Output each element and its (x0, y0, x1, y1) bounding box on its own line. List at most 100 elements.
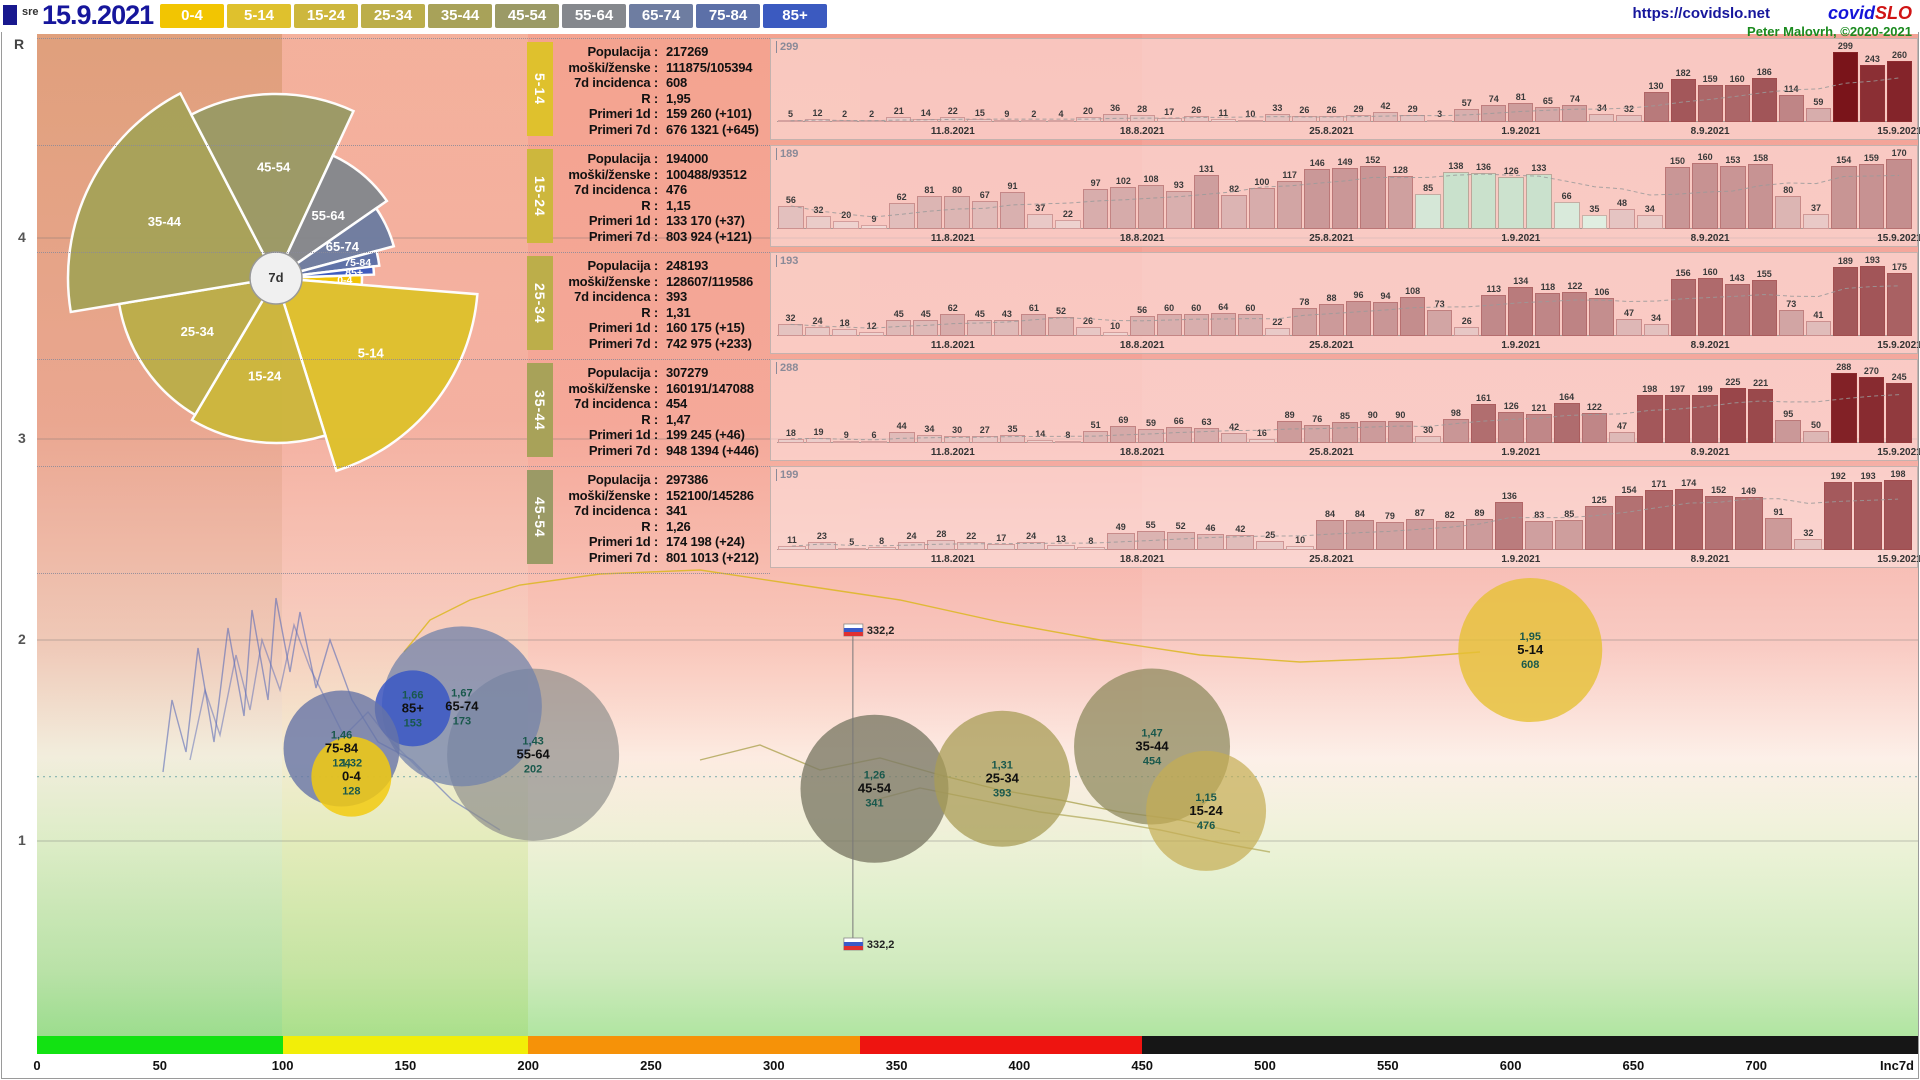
stat-value: 341 (666, 503, 688, 518)
bar-value-label: 158 (1753, 152, 1769, 163)
bubble-group-label: 55-64 (516, 747, 550, 762)
bubble-0-4[interactable] (311, 736, 392, 817)
bar-value-label: 130 (1648, 80, 1664, 91)
bar-value-label: 152 (1711, 485, 1727, 496)
bar (1805, 321, 1831, 336)
rose-segment-55-64[interactable] (272, 153, 389, 282)
bar-chart-25-34: 193 32 24 18 12 45 45 62 45 43 61 52 26 10 56 60 60 64 60 2… (770, 252, 1920, 354)
bar (971, 201, 998, 229)
stat-value: 1,15 (666, 197, 691, 213)
bar (1264, 328, 1290, 336)
rose-segment-65-74[interactable] (275, 206, 396, 280)
bar-value-label: 21 (893, 106, 904, 117)
bubble-25-34[interactable] (934, 710, 1071, 847)
bubble-15-24[interactable] (1146, 750, 1267, 871)
bar (1442, 172, 1469, 229)
bar (1465, 518, 1494, 550)
bar-value-label: 2 (842, 109, 848, 119)
bar (1082, 189, 1109, 229)
bar (1636, 215, 1663, 229)
colorbar-segment (282, 1036, 529, 1054)
bar (1291, 307, 1317, 336)
bar (1249, 439, 1275, 443)
age-button-85+[interactable]: 85+ (763, 4, 827, 28)
bar-value-label: 299 (1837, 41, 1853, 51)
age-button-75-84[interactable]: 75-84 (696, 4, 760, 28)
bar-value-label: 155 (1756, 268, 1772, 279)
brand-slo: SLO (1874, 3, 1912, 23)
bar (967, 118, 993, 122)
bar-value-label: 149 (1741, 486, 1757, 497)
stat-label: Primeri 1d : (588, 213, 658, 228)
age-button-25-34[interactable]: 25-34 (361, 4, 425, 28)
stat-value: 742 975 (+233) (666, 335, 752, 351)
bar (1400, 296, 1426, 336)
chart-date-tick: 8.9.2021 (1690, 554, 1730, 565)
panel-separator (37, 145, 770, 146)
bar-value-label: 49 (1115, 521, 1126, 532)
bubble-45-54[interactable] (800, 714, 949, 863)
stat-label: R : (641, 411, 658, 427)
bar (1373, 112, 1399, 122)
bar-value-label: 22 (1062, 208, 1073, 219)
bubble-incidence-value: 341 (865, 798, 883, 810)
age-button-5-14[interactable]: 5-14 (227, 4, 291, 28)
bar-value-label: 62 (896, 192, 907, 203)
bubble-group-label: 85+ (402, 700, 424, 715)
bubble-group-label: 25-34 (986, 771, 1020, 786)
bar (1221, 432, 1248, 443)
rose-segment-15-24[interactable] (190, 274, 327, 445)
bar (1824, 482, 1853, 550)
bar (1609, 209, 1635, 229)
rose-segment-35-44[interactable] (66, 91, 278, 314)
bar (1859, 266, 1885, 336)
bar-value-label: 198 (1642, 383, 1658, 394)
bar-value-label: 66 (1173, 415, 1184, 426)
age-button-15-24[interactable]: 15-24 (294, 4, 358, 28)
stat-value: 476 (666, 182, 688, 197)
stat-value: 297386 (666, 472, 709, 487)
bar (1165, 426, 1192, 443)
rose-segment-45-54[interactable] (189, 92, 356, 281)
bar (1553, 201, 1580, 229)
bar-value-label: 26 (1326, 104, 1337, 115)
age-button-65-74[interactable]: 65-74 (629, 4, 693, 28)
rose-segment-5-14[interactable] (274, 276, 479, 473)
flag-blue (843, 942, 863, 946)
age-button-35-44[interactable]: 35-44 (428, 4, 492, 28)
chart-max-label: 288 (776, 362, 798, 374)
bar-value-label: 73 (1434, 298, 1445, 309)
bar-value-label: 34 (1651, 312, 1662, 323)
bar-value-label: 24 (1026, 530, 1037, 541)
panel-tab-15-24: 15-24 (527, 149, 553, 243)
bubble-r-value: 1,46 (331, 730, 352, 742)
bar-value-label: 98 (1450, 408, 1461, 419)
bar-value-label: 106 (1594, 286, 1610, 297)
chart-date-tick: 18.8.2021 (1119, 340, 1165, 351)
bubble-65-74[interactable] (381, 626, 542, 787)
rose-segment-25-34[interactable] (117, 276, 279, 417)
weekday-label: sre (22, 6, 39, 18)
brand-logo: covidSLO (1828, 3, 1912, 24)
bar-value-label: 85 (1564, 508, 1575, 519)
age-button-0-4[interactable]: 0-4 (160, 4, 224, 28)
stat-label: Populacija : (587, 151, 658, 166)
bar (1304, 168, 1331, 229)
bar-chart-5-14: 299 5 12 2 2 21 14 22 15 9 2 4 20 36 28 17 26 11 10 33 26 26 2… (770, 38, 1920, 140)
stat-label: Primeri 7d : (588, 228, 658, 244)
bar-value-label: 143 (1729, 273, 1745, 284)
bar-value-label: 19 (813, 427, 824, 438)
bar (1264, 114, 1290, 122)
site-url-link[interactable]: https://covidslo.net (1632, 5, 1770, 22)
chart-date-tick: 15.9.2021 (1877, 233, 1920, 244)
chart-date-tick: 18.8.2021 (1119, 447, 1165, 458)
chart-date-tick: 8.9.2021 (1690, 447, 1730, 458)
age-button-55-64[interactable]: 55-64 (562, 4, 626, 28)
flag-blue (843, 628, 863, 632)
age-button-45-54[interactable]: 45-54 (495, 4, 559, 28)
bubble-incidence-value: 124 (332, 758, 351, 770)
bar-value-label: 113 (1486, 284, 1502, 295)
bar (1636, 394, 1663, 443)
stat-label: 7d incidenca : (574, 503, 658, 518)
bubble-5-14[interactable] (1458, 578, 1603, 723)
